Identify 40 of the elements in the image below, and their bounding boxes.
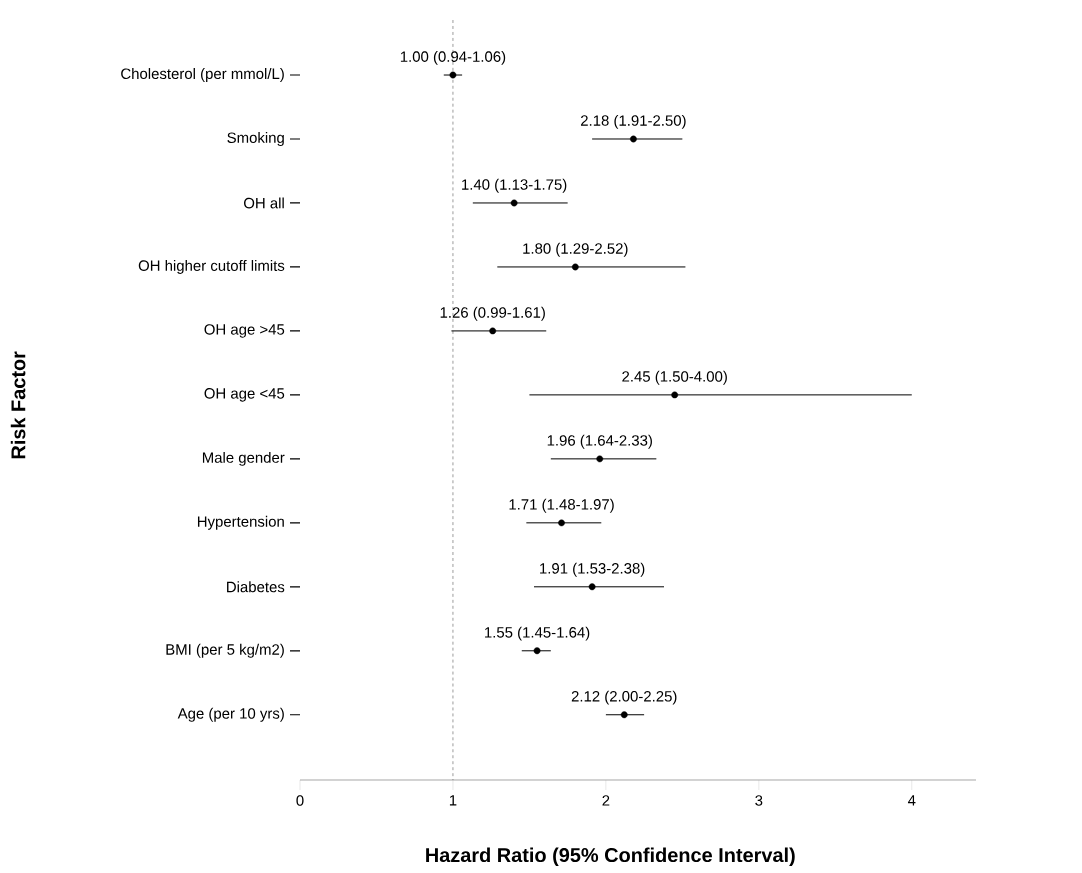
x-axis-title: Hazard Ratio (95% Confidence Interval) (426, 847, 795, 867)
data-label: 1.26 (0.99-1.61) (440, 306, 545, 321)
y-tick-label: Diabetes (227, 581, 285, 593)
y-tick-label: Age (per 10 yrs) (177, 707, 284, 722)
data-label: 1.96 (1.64-2.33) (547, 434, 652, 449)
data-label: 1.40 (1.13-1.75) (462, 178, 567, 193)
y-tick-label: OH age <45 (204, 388, 285, 402)
x-tick-label: 2 (602, 795, 610, 806)
x-tick-label: 4 (907, 795, 916, 806)
data-label: 1.80 (1.29-2.52) (523, 242, 628, 257)
point (533, 647, 541, 655)
point (449, 71, 457, 79)
y-tick-label: OH all (244, 197, 284, 209)
y-tick-label: OH age >45 (204, 324, 285, 338)
point (588, 583, 596, 591)
data-label: 2.12 (2.00-2.25) (571, 690, 677, 705)
point (671, 391, 679, 399)
x-tick-label: 0 (296, 795, 304, 806)
x-tick-label: 3 (755, 795, 763, 806)
point (558, 519, 565, 527)
point (596, 455, 604, 463)
y-tick-label: BMI (per 5 kg/m2) (166, 643, 284, 658)
data-label: 1.71 (1.48-1.97) (509, 498, 614, 513)
data-label: 1.55 (1.45-1.64) (485, 626, 590, 641)
data-label: 2.45 (1.50-4.00) (622, 370, 727, 385)
data-label: 1.91 (1.53-2.38) (540, 562, 645, 577)
point (620, 711, 628, 719)
point (571, 263, 579, 271)
point (630, 135, 637, 143)
y-tick-label: OH higher cutoff limits (138, 259, 285, 274)
y-tick-label: Smoking (227, 132, 284, 146)
data-label: 2.18 (1.91-2.50) (581, 114, 686, 129)
y-axis-title: Risk Factor (10, 351, 26, 459)
point (489, 327, 497, 335)
data-label: 1.00 (0.94-1.06) (400, 50, 506, 65)
x-tick-label: 1 (449, 795, 457, 806)
point (510, 199, 518, 207)
y-tick-label: Cholesterol (per mmol/L) (121, 68, 284, 82)
y-tick-label: Male gender (202, 451, 285, 466)
y-tick-label: Hypertension (197, 515, 284, 530)
